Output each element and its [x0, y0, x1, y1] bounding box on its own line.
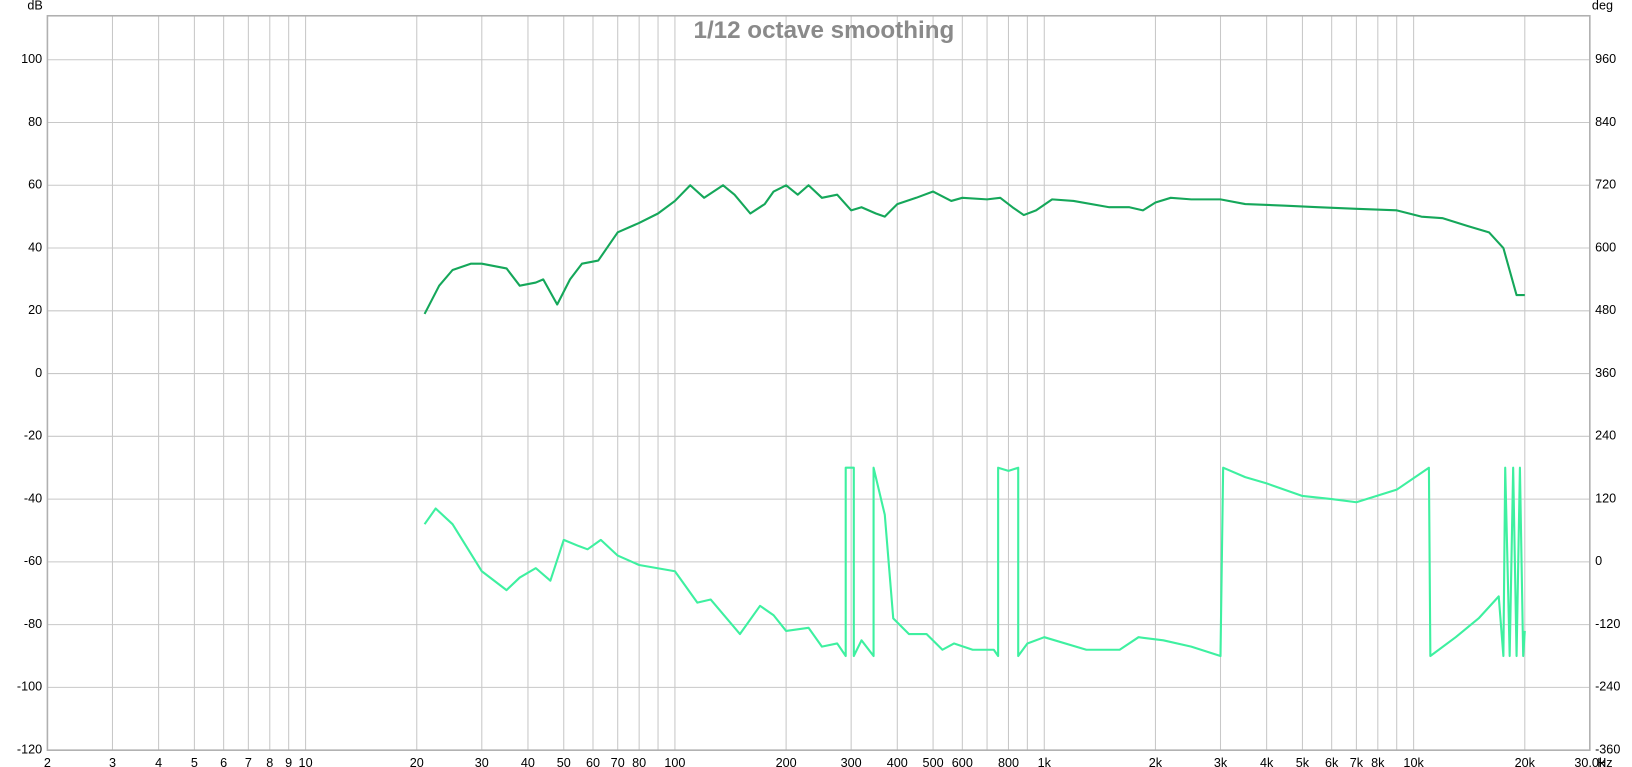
y2-tick-label: -360: [1595, 742, 1620, 756]
x-tick-label: 80: [632, 756, 646, 767]
x-tick-label: 30,0k: [1574, 756, 1606, 767]
x-tick-label: 60: [586, 756, 600, 767]
y-axis-label: dB: [27, 0, 42, 13]
y-tick-label: 100: [21, 52, 42, 66]
x-tick-label: 500: [923, 756, 944, 767]
y2-tick-label: 360: [1595, 366, 1616, 380]
y-tick-label: -40: [24, 491, 42, 505]
x-tick-label: 6k: [1325, 756, 1339, 767]
x-tick-label: 5k: [1296, 756, 1310, 767]
x-tick-label: 70: [611, 756, 625, 767]
y2-tick-label: 960: [1595, 52, 1616, 66]
y2-axis-label: deg: [1592, 0, 1613, 13]
x-tick-label: 30: [475, 756, 489, 767]
x-unit-label: Hz: [1597, 756, 1612, 767]
x-tick-label: 7: [245, 756, 252, 767]
x-tick-label: 2: [44, 756, 51, 767]
x-tick-label: 10: [299, 756, 313, 767]
y-tick-label: 20: [28, 303, 42, 317]
y2-tick-label: 240: [1595, 429, 1616, 443]
y2-tick-label: 720: [1595, 178, 1616, 192]
x-tick-label: 10k: [1403, 756, 1424, 767]
y-tick-label: -80: [24, 617, 42, 631]
x-tick-label: 4: [155, 756, 162, 767]
y2-tick-label: 840: [1595, 115, 1616, 129]
y2-tick-label: 480: [1595, 303, 1616, 317]
y-tick-label: -60: [24, 554, 42, 568]
x-tick-label: 9: [285, 756, 292, 767]
y2-tick-label: 600: [1595, 240, 1616, 254]
x-tick-label: 8k: [1371, 756, 1385, 767]
y-tick-label: -20: [24, 429, 42, 443]
y-tick-label: -100: [17, 680, 42, 694]
y2-tick-label: 120: [1595, 491, 1616, 505]
x-tick-label: 3: [109, 756, 116, 767]
x-tick-label: 40: [521, 756, 535, 767]
series-line: [423, 184, 1525, 315]
plot-lines: [423, 184, 1526, 658]
y2-tick-label: 0: [1595, 554, 1602, 568]
y2-tick-label: -120: [1595, 617, 1620, 631]
x-tick-label: 600: [952, 756, 973, 767]
x-tick-label: 6: [220, 756, 227, 767]
series-line: [423, 466, 1526, 658]
y-tick-label: 40: [28, 240, 42, 254]
x-tick-label: 50: [557, 756, 571, 767]
plot-frame: [46, 14, 1591, 751]
x-tick-label: 100: [664, 756, 685, 767]
y-tick-label: 80: [28, 115, 42, 129]
x-tick-label: 2k: [1149, 756, 1163, 767]
x-tick-label: 4k: [1260, 756, 1274, 767]
x-tick-label: 20: [410, 756, 424, 767]
y-tick-label: -120: [17, 742, 42, 756]
x-tick-label: 800: [998, 756, 1019, 767]
x-tick-label: 3k: [1214, 756, 1228, 767]
chart-title: 1/12 octave smoothing: [694, 17, 955, 44]
x-tick-label: 8: [266, 756, 273, 767]
x-tick-label: 7k: [1350, 756, 1364, 767]
y-tick-label: 60: [28, 178, 42, 192]
x-tick-label: 300: [841, 756, 862, 767]
x-tick-label: 200: [776, 756, 797, 767]
x-tick-label: 5: [191, 756, 198, 767]
y2-tick-label: -240: [1595, 680, 1620, 694]
x-tick-label: 1k: [1038, 756, 1052, 767]
x-tick-label: 400: [887, 756, 908, 767]
y-tick-label: 0: [35, 366, 42, 380]
x-tick-label: 20k: [1515, 756, 1536, 767]
